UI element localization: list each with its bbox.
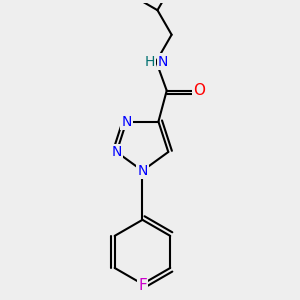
Text: F: F <box>138 278 147 293</box>
Text: N: N <box>121 115 132 129</box>
Text: H: H <box>144 55 154 68</box>
Text: N: N <box>137 164 148 178</box>
Text: N: N <box>111 145 122 159</box>
Text: N: N <box>158 55 168 68</box>
Text: O: O <box>193 83 205 98</box>
